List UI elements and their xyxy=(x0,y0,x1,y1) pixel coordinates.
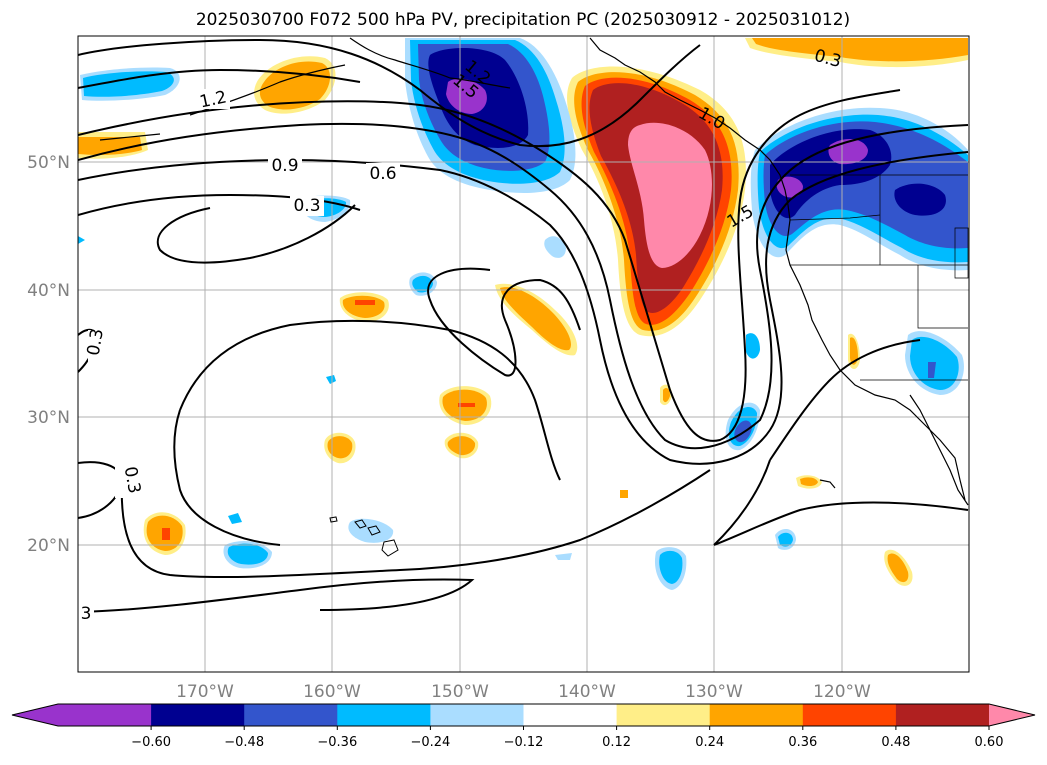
lon-label: 120°W xyxy=(813,682,871,702)
colorbar-segment xyxy=(709,704,804,726)
colorbar-tick-label: 0.24 xyxy=(695,735,724,750)
contour-label: 0.6 xyxy=(369,164,396,184)
lon-label: 160°W xyxy=(303,682,361,702)
colorbar-extend-max xyxy=(989,704,1035,726)
colorbar-tick-label: −0.48 xyxy=(224,735,264,750)
colorbar-tick-label: 0.12 xyxy=(602,735,631,750)
colorbar-segment xyxy=(895,704,990,726)
lon-label: 130°W xyxy=(685,682,743,702)
lat-label: 50°N xyxy=(27,153,70,173)
precip-shading xyxy=(78,38,968,590)
colorbar-tick-label: −0.24 xyxy=(410,735,450,750)
lat-label: 30°N xyxy=(27,408,70,428)
map-frame xyxy=(77,35,970,673)
lat-label: 40°N xyxy=(27,281,70,301)
contour-label: 0.3 xyxy=(120,465,144,495)
map-title: 2025030700 F072 500 hPa PV, precipitatio… xyxy=(196,10,850,30)
contour-label: 0.3 xyxy=(293,196,320,216)
lon-label: 170°W xyxy=(176,682,234,702)
lon-label: 150°W xyxy=(431,682,489,702)
state-borders xyxy=(789,174,969,381)
contour-label: 3 xyxy=(81,604,92,624)
colorbar-segment xyxy=(802,704,897,726)
latitude-labels: 50°N 40°N 30°N 20°N xyxy=(27,153,70,556)
hawaii-islands xyxy=(329,516,399,557)
colorbar-segment xyxy=(337,704,431,726)
longitude-labels: 170°W 160°W 150°W 140°W 130°W 120°W xyxy=(176,682,871,702)
colorbar-tick-label: −0.60 xyxy=(131,735,171,750)
colorbar-tick-label: −0.12 xyxy=(504,735,544,750)
colorbar-segment xyxy=(523,704,618,726)
colorbar-segment xyxy=(616,704,711,726)
contour-label: 0.9 xyxy=(271,156,298,176)
colorbar-tick-label: 0.60 xyxy=(975,735,1004,750)
colorbar-tick-label: 0.48 xyxy=(881,735,910,750)
coastlines xyxy=(99,37,969,506)
colorbar-segment xyxy=(244,704,338,726)
lat-label: 20°N xyxy=(27,536,70,556)
colorbar-segment xyxy=(430,704,524,726)
colorbar-outline xyxy=(11,703,1036,727)
contour-labels: 1.2 1.5 1.2 0.9 0.6 0.3 0.3 0.3 3 1.5 0.… xyxy=(78,46,843,624)
colorbar-segment xyxy=(58,704,152,726)
colorbar-extend-min xyxy=(12,704,58,726)
colorbar-tick-label: −0.36 xyxy=(317,735,357,750)
colorbar: −0.60 −0.48 −0.36 −0.24 −0.12 0.12 0.24 0.36 0.4… xyxy=(11,703,1036,750)
map-panel: 1.2 1.5 1.2 0.9 0.6 0.3 0.3 0.3 3 1.5 0.… xyxy=(78,36,969,672)
contour-label: 0.3 xyxy=(84,327,108,357)
lon-label: 140°W xyxy=(558,682,616,702)
colorbar-segment xyxy=(151,704,245,726)
colorbar-tick-label: 0.36 xyxy=(788,735,817,750)
pv-contours xyxy=(78,38,969,613)
